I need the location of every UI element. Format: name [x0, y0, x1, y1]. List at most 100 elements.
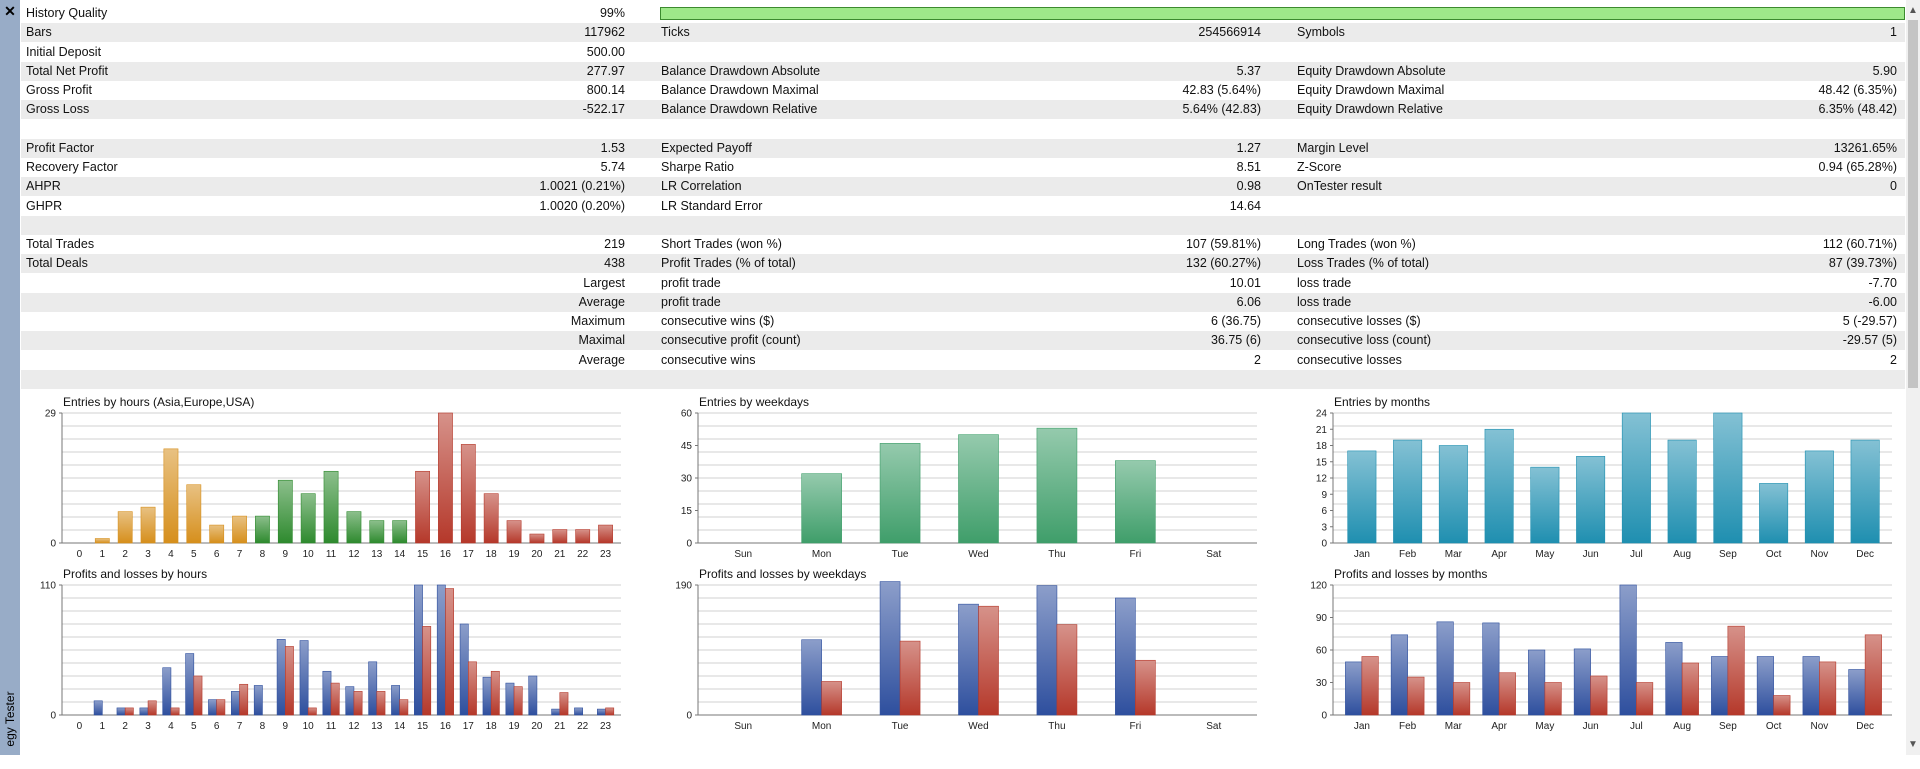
- x-tick-label: 20: [531, 721, 543, 732]
- loss-bar: [307, 707, 317, 716]
- stat-value: 10.01: [1229, 275, 1261, 290]
- stat-value: 5.74: [600, 160, 625, 174]
- stat-label: Balance Drawdown Relative: [661, 102, 818, 117]
- chart-title: Entries by months: [1334, 395, 1431, 409]
- x-tick-label: Sat: [1206, 721, 1221, 732]
- stats-row: Maximum consecutive wins ($) 6 (36.75) cons…: [21, 312, 1905, 331]
- x-tick-label: Sep: [1719, 721, 1737, 732]
- loss-bar: [605, 707, 615, 716]
- stat-label: GHPR: [26, 198, 63, 213]
- stat-value: 8.51: [1236, 160, 1261, 174]
- profit-bar: [1390, 634, 1408, 716]
- x-tick-label: 13: [371, 721, 383, 732]
- profit-bar: [345, 686, 355, 716]
- chart-bar: [415, 470, 430, 544]
- loss-bar: [1681, 662, 1699, 716]
- chart-bar: [1576, 456, 1606, 544]
- x-tick-label: 2: [122, 721, 128, 732]
- x-tick-label: 17: [463, 549, 475, 560]
- x-tick-label: Oct: [1766, 549, 1782, 560]
- loss-bar: [422, 626, 432, 716]
- x-tick-label: 21: [554, 721, 566, 732]
- x-tick-label: Dec: [1856, 721, 1874, 732]
- stat-label: profit trade: [661, 294, 721, 309]
- x-tick-label: Mon: [812, 549, 831, 560]
- stat-value: 36.75 (6): [1210, 333, 1261, 348]
- stat-label: Gross Profit: [26, 83, 92, 97]
- chart-bar: [186, 484, 202, 544]
- loss-bar: [1773, 695, 1791, 716]
- y-tick-label: 29: [45, 409, 57, 420]
- chart-bar: [1530, 466, 1560, 544]
- loss-bar: [1819, 661, 1837, 716]
- y-tick-label: 21: [1316, 425, 1328, 436]
- stat-value: [21, 216, 1897, 235]
- scroll-up-icon[interactable]: ▲: [1908, 5, 1918, 16]
- loss-bar: [285, 646, 294, 716]
- stat-label: Z-Score: [1297, 160, 1342, 174]
- scroll-down-icon[interactable]: ▼: [1908, 739, 1918, 750]
- stats-row: Average profit trade 6.06 loss trade -6.00: [21, 292, 1905, 312]
- loss-bar: [239, 683, 249, 716]
- stats-row: GHPR 1.0020 (0.20%) LR Standard Error 14.64: [21, 197, 1905, 216]
- stat-label: Balance Drawdown Absolute: [661, 63, 821, 78]
- y-tick-label: 24: [1316, 409, 1328, 420]
- stat-value: 6 (36.75): [1210, 314, 1261, 328]
- stat-value: 117962: [584, 25, 625, 40]
- y-tick-label: 60: [1316, 646, 1328, 657]
- loss-bar: [1544, 682, 1562, 716]
- loss-bar: [1056, 624, 1078, 716]
- x-tick-label: 3: [145, 721, 151, 732]
- profit-bar: [185, 653, 195, 716]
- chart-bar: [392, 520, 408, 544]
- stats-row: AHPR 1.0021 (0.21%) LR Correlation 0.98 OnTe…: [21, 177, 1905, 197]
- profit-bar: [958, 603, 979, 716]
- chart-svg: 0 190 Sun Mon Tue Wed Thu Fri Sat: [675, 581, 1257, 732]
- stat-label: Sharpe Ratio: [661, 160, 734, 174]
- x-tick-label: 13: [371, 549, 383, 560]
- close-icon[interactable]: ✕: [4, 3, 16, 19]
- loss-bar: [376, 691, 386, 716]
- profit-bar: [505, 682, 515, 716]
- y-tick-label: 3: [1321, 522, 1327, 533]
- stats-row: Recovery Factor 5.74 Sharpe Ratio 8.51 Z-Sco…: [21, 158, 1905, 177]
- chart-bar: [1115, 460, 1156, 544]
- stat-value: 254566914: [1198, 25, 1261, 40]
- y-tick-label: 0: [50, 711, 56, 722]
- backtest-report: History Quality 99% Bars 117962 Ticks 2545669…: [21, 0, 1905, 755]
- profit-bar: [1345, 661, 1363, 716]
- stat-label: consecutive profit (count): [661, 333, 801, 348]
- loss-bar: [490, 670, 500, 716]
- vertical-scrollbar[interactable]: ▲ ▼: [1906, 0, 1920, 755]
- stat-value: 219: [604, 237, 625, 251]
- panel-title: egy Tester: [3, 691, 17, 747]
- chart-bar: [598, 524, 613, 544]
- stat-value: 13261.65%: [1833, 140, 1897, 155]
- stat-label: loss trade: [1297, 294, 1352, 309]
- x-tick-label: 4: [168, 721, 174, 732]
- x-tick-label: 11: [326, 721, 337, 732]
- stat-label: Symbols: [1297, 25, 1345, 40]
- stats-row: [21, 369, 1905, 389]
- scrollbar-thumb[interactable]: [1908, 20, 1918, 388]
- stat-label: Gross Loss: [26, 102, 90, 117]
- statistics-table: History Quality 99% Bars 117962 Ticks 2545669…: [21, 4, 1905, 389]
- chart-bar: [1393, 439, 1423, 544]
- chart-bar: [958, 434, 999, 544]
- stat-label: Loss Trades (% of total): [1297, 256, 1430, 271]
- x-tick-label: Feb: [1399, 721, 1417, 732]
- stat-label: Bars: [26, 25, 52, 40]
- x-tick-label: May: [1535, 549, 1554, 560]
- stat-label: profit trade: [661, 275, 721, 290]
- stat-value: 5.37: [1236, 63, 1261, 78]
- stat-value: Maximal: [578, 333, 625, 348]
- stat-value: 1.0021 (0.21%): [539, 179, 625, 194]
- chart-bar: [1347, 450, 1377, 544]
- chart-5: Profits and losses by weekdays 0 190 Sun Mon…: [657, 567, 1257, 732]
- profit-bar: [231, 691, 240, 716]
- y-tick-label: 90: [1316, 613, 1328, 624]
- profit-bar: [1436, 621, 1454, 716]
- stats-row: [21, 215, 1905, 235]
- chart-bar: [879, 443, 921, 544]
- stat-label: History Quality: [26, 6, 108, 20]
